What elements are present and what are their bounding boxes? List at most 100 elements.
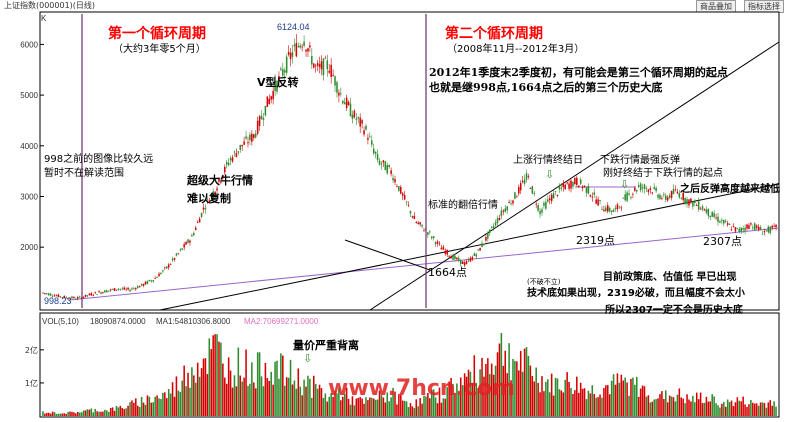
candle-body [678,193,681,198]
candle-body [545,201,547,209]
candle-body [723,219,725,224]
candle-body [469,258,472,262]
candle-body [131,288,133,290]
candle-body [338,92,340,96]
volume-bar [769,400,772,416]
volume-bar [278,378,280,416]
candle-body [285,56,288,73]
candle-body [291,52,294,57]
candle-body [707,208,710,216]
candle-body [759,227,762,230]
candle-body [444,250,447,254]
volume-bar [189,387,191,416]
strong-rebound-note-line1: 下跌行情最强反弹 [600,153,680,166]
candle-body [529,188,532,189]
high-6124-label: 6124.04 [277,22,310,32]
volume-bar [661,391,663,416]
candle-body [450,256,452,259]
volume-bar [626,382,628,416]
volume-bar [632,377,634,416]
volume-bar [552,395,555,416]
volume-bar [485,363,487,416]
volume-bar [322,397,325,416]
volume-ma2: MA2:70699271.0000 [244,317,319,326]
candle-body [299,45,301,48]
candle-body [162,270,164,272]
volume-bar [225,383,228,416]
volume-bar [496,352,499,416]
candle-body [709,215,712,218]
volume-bar [82,410,85,416]
candle-body [119,288,122,290]
volume-bar [576,376,578,416]
volume-bar [676,394,679,416]
note-2012-line1: 2012年1季度末2季度初，有可能会是第三个循环周期的起点 [429,65,728,79]
overlay-stock-button[interactable]: 商品叠加 [696,0,736,13]
volume-bar [394,391,396,416]
volume-bar [135,398,137,416]
volume-bar [684,403,686,416]
volume-bar [196,362,199,416]
volume-bar [150,402,153,416]
volume-bar [218,341,220,416]
volume-bar [254,388,257,416]
candle-body [732,226,735,228]
candle-body [461,261,464,264]
volume-bar [131,400,133,416]
volume-bar [142,402,145,416]
volume-bar [63,413,66,416]
volume-bar [438,387,441,416]
volume-bar [492,374,495,416]
volume-bar [732,406,735,416]
volume-bar [243,377,245,416]
candle-body [755,225,758,228]
candle-body [106,290,108,293]
volume-bar [106,410,108,416]
candle-body [736,227,739,229]
volume-bar [378,390,381,416]
candle-body [740,227,742,232]
volume-bar [483,376,485,416]
candle-body [125,288,127,290]
volume-bar [80,412,83,416]
candle-body [556,194,559,196]
volume-bar [599,394,601,416]
volume-bar [558,389,561,416]
candle-body [156,276,158,278]
volume-bar [328,396,331,416]
volume-bar [670,396,673,416]
candle-body [241,144,243,147]
candle-body [347,101,350,105]
candle-body [711,211,713,217]
volume-bar [518,370,520,416]
candle-body [525,173,528,180]
volume-bar [616,373,619,416]
candle-body [245,136,247,139]
volume-bar [529,365,532,416]
candle-body [164,267,166,269]
candle-body [488,229,491,234]
volume-indicator-label: VOL(5,10) [42,317,79,326]
y-tick-label: 6000 [20,40,38,49]
volume-bar [314,383,317,416]
candle-body [539,210,541,215]
candle-body [340,93,342,95]
volume-bar [643,386,646,416]
volume-bar [740,401,742,416]
candle-body [115,289,118,291]
candle-body [626,192,628,201]
volume-bar [448,381,450,416]
volume-bar [140,396,143,416]
candle-body [510,203,512,205]
volume-bar [572,394,574,416]
cycle2-title: 第二个循环周期 [445,25,543,42]
candle-body [336,82,338,93]
volume-bar [748,404,750,416]
candle-body [173,258,176,260]
candle-body [92,294,95,296]
volume-bar [138,407,141,416]
candle-body [231,157,234,162]
candle-body [57,294,60,297]
candle-body [216,188,218,191]
volume-bar [742,396,744,416]
